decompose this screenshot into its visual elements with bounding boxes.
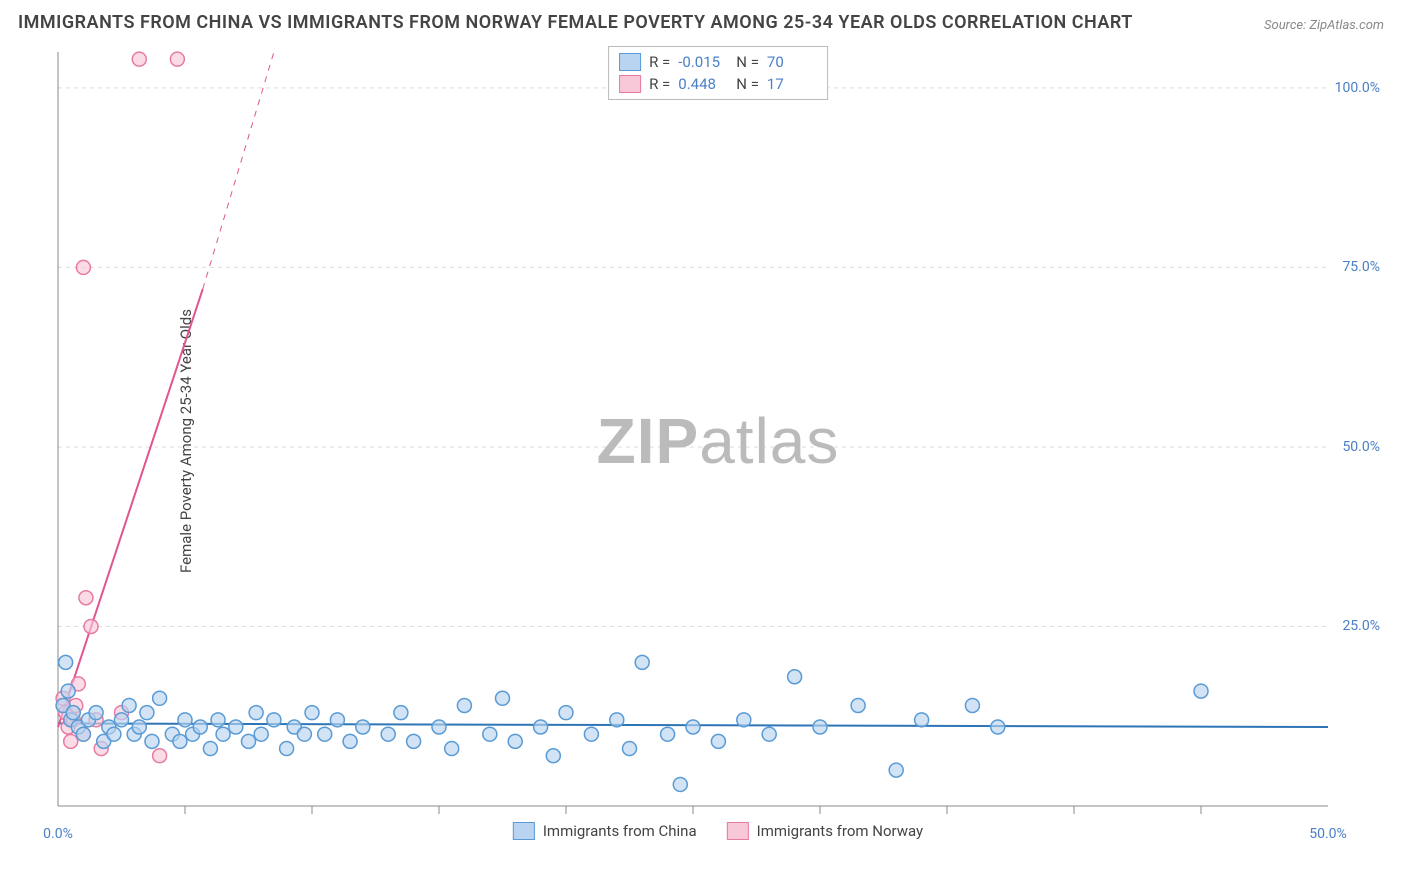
y-tick-label: 25.0% (1342, 618, 1380, 634)
y-tick-label: 100.0% (1335, 80, 1380, 96)
series-legend: Immigrants from China Immigrants from Nor… (513, 822, 923, 840)
legend-swatch (619, 75, 641, 93)
legend-row: R = -0.015 N = 70 (619, 51, 817, 73)
legend-item: Immigrants from China (513, 822, 697, 840)
r-label: R = (649, 75, 670, 93)
n-value: 70 (767, 53, 817, 71)
scatter-chart (48, 46, 1388, 836)
n-label: N = (736, 53, 759, 71)
legend-item: Immigrants from Norway (727, 822, 924, 840)
legend-row: R = 0.448 N = 17 (619, 73, 817, 95)
r-value: -0.015 (678, 53, 728, 71)
legend-swatch (727, 822, 749, 840)
source-attribution: Source: ZipAtlas.com (1264, 18, 1384, 33)
chart-title: IMMIGRANTS FROM CHINA VS IMMIGRANTS FROM… (18, 12, 1133, 33)
legend-swatch (513, 822, 535, 840)
legend-label: Immigrants from China (543, 822, 697, 840)
legend-label: Immigrants from Norway (757, 822, 924, 840)
chart-container: Female Poverty Among 25-34 Year Olds ZIP… (48, 46, 1388, 836)
y-tick-label: 75.0% (1342, 259, 1380, 275)
x-tick-label: 0.0% (43, 826, 73, 842)
n-value: 17 (767, 75, 817, 93)
n-label: N = (736, 75, 759, 93)
legend-swatch (619, 53, 641, 71)
r-value: 0.448 (678, 75, 728, 93)
correlation-legend: R = -0.015 N = 70 R = 0.448 N = 17 (608, 46, 828, 100)
x-tick-label: 50.0% (1309, 826, 1347, 842)
r-label: R = (649, 53, 670, 71)
y-tick-label: 50.0% (1342, 439, 1380, 455)
